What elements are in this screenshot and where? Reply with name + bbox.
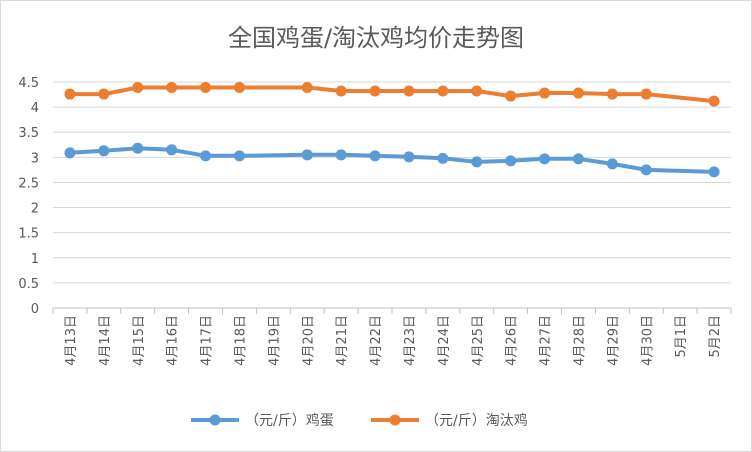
data-point — [64, 147, 76, 159]
x-tick-label: 4月29日 — [606, 315, 621, 366]
series-1 — [64, 142, 720, 178]
gridlines — [53, 81, 731, 284]
legend-item-egg: （元/斤）鸡蛋 — [191, 412, 334, 429]
x-tick-label: 4月28日 — [572, 315, 587, 366]
x-tick-label: 4月26日 — [505, 315, 520, 366]
data-point — [335, 85, 347, 97]
data-point — [539, 87, 551, 99]
x-tick-label: 4月16日 — [166, 315, 181, 366]
data-point — [437, 152, 449, 164]
x-tick-label: 4月21日 — [335, 315, 350, 366]
series-line — [68, 85, 716, 104]
x-tick-label: 4月24日 — [437, 315, 452, 366]
series-group — [64, 82, 720, 178]
data-point — [572, 87, 584, 99]
data-point — [403, 151, 415, 163]
x-tick-label: 4月23日 — [403, 315, 418, 366]
y-tick-label: 4.5 — [18, 76, 39, 91]
x-tick-label: 4月13日 — [64, 315, 79, 366]
y-tick-label: 3 — [31, 151, 39, 166]
y-tick-label: 2.5 — [18, 176, 39, 191]
x-tick-label: 5月1日 — [674, 315, 689, 358]
x-tick-label: 4月15日 — [132, 315, 147, 366]
y-tick-label: 1.5 — [18, 227, 39, 242]
y-axis-ticks: 0 0.5 1 1.5 2 2.5 3 3.5 4 4.5 — [18, 76, 39, 317]
data-point — [200, 150, 212, 162]
data-point — [539, 153, 551, 165]
series-2 — [64, 82, 720, 107]
x-tick-label: 4月25日 — [471, 315, 486, 366]
data-point — [606, 158, 618, 170]
data-point — [437, 85, 449, 97]
x-tick-label: 4月27日 — [539, 315, 554, 366]
x-tick-label: 4月20日 — [301, 315, 316, 366]
y-tick-label: 4 — [31, 101, 39, 116]
x-tick-label: 4月17日 — [200, 315, 215, 366]
data-point — [640, 88, 652, 100]
data-point — [64, 88, 76, 100]
legend-label-egg: （元/斤）鸡蛋 — [245, 412, 334, 429]
data-point — [98, 145, 110, 157]
x-tick-label: 4月18日 — [233, 315, 248, 366]
legend-marker-egg — [209, 414, 221, 426]
data-point — [505, 90, 517, 102]
data-point — [572, 153, 584, 165]
legend: （元/斤）鸡蛋 （元/斤）淘汰鸡 — [191, 412, 528, 429]
data-point — [301, 82, 313, 94]
x-axis-ticks: 4月13日 4月14日 4月15日 4月16日 4月17日 4月18日 4月19日 4月20日… — [64, 315, 723, 366]
y-tick-label: 1 — [31, 252, 39, 267]
data-point — [403, 85, 415, 97]
x-tick-label: 4月19日 — [267, 315, 282, 366]
data-point — [200, 82, 212, 94]
legend-marker-hen — [389, 414, 401, 426]
y-tick-label: 3.5 — [18, 126, 39, 141]
data-point — [166, 82, 178, 94]
data-point — [301, 149, 313, 161]
data-point — [471, 156, 483, 168]
data-point — [132, 142, 144, 154]
data-point — [505, 155, 517, 167]
x-tick-label: 4月14日 — [98, 315, 113, 366]
y-tick-label: 0 — [31, 302, 39, 317]
data-point — [606, 88, 618, 100]
data-point — [166, 144, 178, 156]
data-point — [335, 149, 347, 161]
x-tick-label: 5月2日 — [708, 315, 723, 358]
data-point — [369, 150, 381, 162]
x-tick-label: 4月30日 — [640, 315, 655, 366]
series-line — [68, 146, 716, 174]
data-point — [640, 164, 652, 176]
data-point — [233, 82, 245, 94]
x-tick-label: 4月22日 — [369, 315, 384, 366]
data-point — [708, 166, 720, 178]
data-point — [132, 82, 144, 94]
chart-title: 全国鸡蛋/淘汰鸡均价走势图 — [228, 24, 524, 52]
y-tick-label: 2 — [31, 202, 39, 217]
data-point — [471, 85, 483, 97]
data-point — [708, 95, 720, 107]
y-tick-label: 0.5 — [18, 277, 39, 292]
data-point — [98, 88, 110, 100]
legend-item-hen: （元/斤）淘汰鸡 — [371, 412, 528, 429]
data-point — [369, 85, 381, 97]
legend-label-hen: （元/斤）淘汰鸡 — [425, 412, 528, 429]
data-point — [233, 150, 245, 162]
axes — [52, 307, 732, 314]
